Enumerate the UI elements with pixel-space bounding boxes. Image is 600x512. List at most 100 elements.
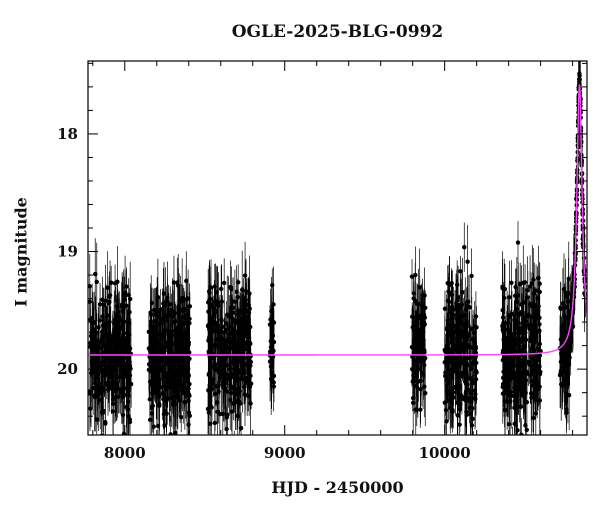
data-point (471, 330, 476, 336)
x-tick-label: 10000 (419, 444, 471, 462)
data-point (449, 400, 454, 406)
data-point (212, 284, 217, 289)
data-point (512, 337, 517, 342)
data-point (414, 362, 419, 368)
data-point (229, 315, 235, 321)
data-point (500, 284, 505, 289)
data-point (161, 356, 166, 361)
data-point (443, 407, 449, 413)
data-point (458, 342, 463, 348)
data-point (518, 386, 524, 391)
data-point (450, 409, 455, 414)
data-point (100, 340, 105, 345)
data-point (269, 370, 274, 375)
data-point (423, 305, 428, 311)
data-point (118, 357, 123, 362)
data-point (184, 393, 190, 399)
data-point (180, 370, 185, 376)
data-point (447, 290, 452, 296)
data-point (149, 411, 154, 416)
data-point (508, 344, 513, 349)
data-point (217, 411, 223, 417)
data-point (509, 280, 514, 285)
data-point (151, 424, 156, 429)
chart-title: OGLE-2025-BLG-0992 (231, 22, 444, 42)
data-point (504, 399, 510, 405)
data-point (103, 421, 108, 426)
data-point (420, 372, 426, 378)
data-point (235, 391, 240, 396)
data-point (121, 392, 127, 398)
data-point (117, 325, 122, 330)
data-point (531, 415, 536, 421)
data-point (93, 271, 98, 277)
data-point (147, 397, 153, 402)
data-point (453, 384, 458, 390)
data-point (532, 311, 538, 316)
data-point (271, 384, 277, 389)
data-point (183, 297, 189, 302)
data-point (169, 356, 174, 361)
data-point (530, 383, 536, 388)
data-point (175, 361, 180, 367)
data-point (224, 426, 229, 432)
data-point (560, 357, 565, 363)
data-point (467, 344, 472, 349)
x-tick-label: 8000 (104, 444, 146, 462)
data-point (231, 374, 236, 380)
data-point (150, 391, 155, 396)
x-tick-label: 9000 (264, 444, 306, 462)
data-point (474, 360, 479, 365)
data-point (449, 322, 454, 328)
data-point (521, 393, 526, 399)
y-tick-label: 18 (57, 125, 78, 143)
data-point (221, 280, 227, 286)
data-point (235, 360, 240, 366)
data-point (160, 365, 165, 370)
data-point (179, 298, 184, 304)
data-point (114, 359, 120, 365)
data-point (268, 349, 273, 354)
data-point (242, 273, 248, 278)
y-tick-label: 19 (57, 243, 78, 261)
data-point (146, 367, 152, 373)
data-point (421, 358, 426, 364)
data-point (446, 299, 452, 305)
data-point (168, 301, 173, 307)
data-point (558, 370, 563, 376)
data-point (413, 272, 418, 278)
data-point (175, 379, 180, 385)
data-point (528, 362, 534, 368)
data-point (93, 380, 98, 386)
data-point (124, 284, 129, 289)
data-point (465, 299, 471, 304)
data-point (184, 311, 190, 317)
data-point (560, 301, 566, 306)
data-point (124, 404, 129, 410)
y-tick-label: 20 (57, 360, 78, 378)
data-point (245, 333, 250, 339)
data-point (268, 338, 274, 344)
data-point (186, 410, 192, 415)
data-point (411, 296, 416, 301)
data-point (528, 373, 533, 378)
data-point (239, 320, 244, 326)
data-point (217, 344, 223, 349)
data-point (417, 313, 422, 319)
data-point (151, 325, 156, 330)
data-point (159, 333, 164, 338)
data-point (206, 351, 212, 357)
data-point (525, 288, 530, 293)
data-point (119, 366, 124, 371)
data-point (462, 379, 468, 384)
data-point (538, 348, 543, 354)
data-point (246, 314, 251, 320)
data-point (112, 327, 117, 332)
data-point (244, 327, 250, 332)
data-point (507, 295, 512, 300)
data-point (449, 280, 454, 286)
data-point (462, 244, 467, 250)
data-point (154, 386, 160, 392)
data-point (167, 385, 172, 390)
data-point (529, 315, 534, 320)
